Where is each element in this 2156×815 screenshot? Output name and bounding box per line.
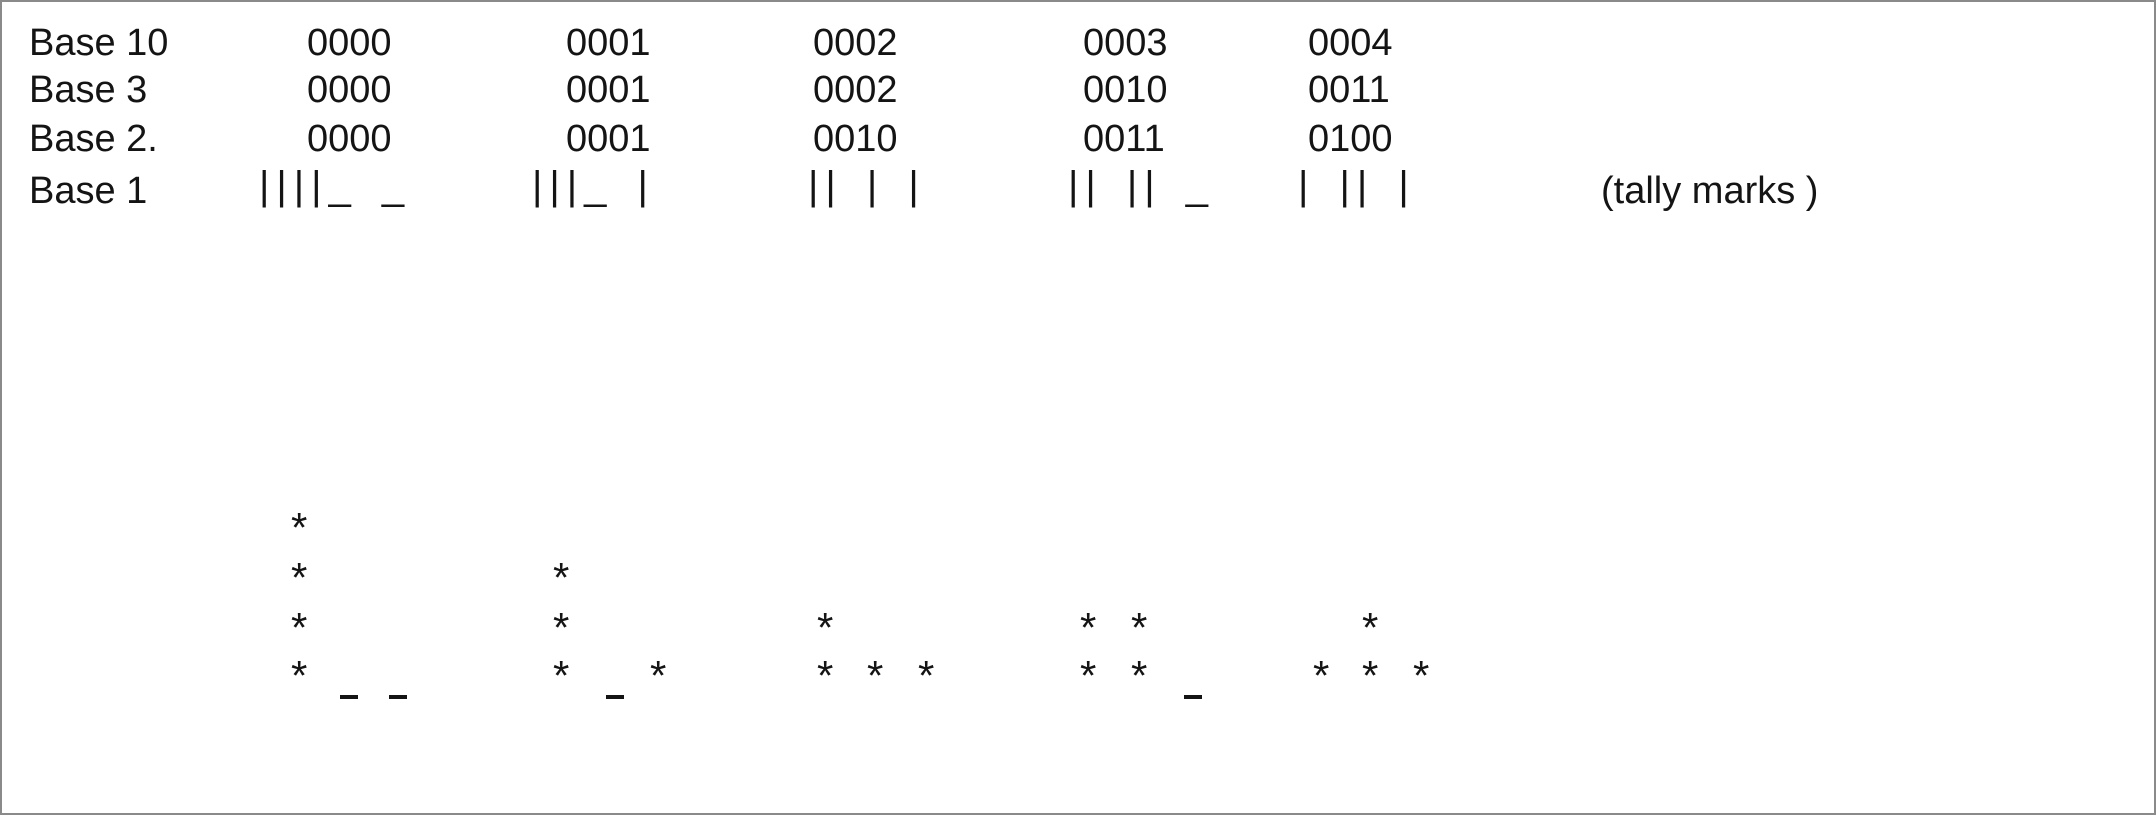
- row-label-base-3: Base 3: [29, 69, 148, 111]
- star-glyph: *: [918, 652, 935, 699]
- tally-cell-3: || || _: [1068, 164, 1216, 208]
- cell-base3-1: 0001: [566, 69, 651, 111]
- star-glyph: *: [291, 554, 308, 601]
- underscore-mark: [340, 695, 358, 699]
- cell-base3-0: 0000: [307, 69, 392, 111]
- cell-base10-0: 0000: [307, 22, 392, 64]
- cell-base3-2: 0002: [813, 69, 898, 111]
- cell-base10-4: 0004: [1308, 22, 1393, 64]
- tally-cell-1: |||_ |: [532, 164, 655, 208]
- star-glyph: *: [291, 604, 308, 651]
- cell-base3-4: 0011: [1308, 69, 1390, 111]
- underscore-mark: [389, 695, 407, 699]
- cell-base2-4: 0100: [1308, 118, 1393, 160]
- row-label-base-2: Base 2.: [29, 118, 158, 160]
- star-glyph: *: [650, 652, 667, 699]
- cell-base10-2: 0002: [813, 22, 898, 64]
- cell-base3-3: 0010: [1083, 69, 1168, 111]
- star-glyph: *: [867, 652, 884, 699]
- cell-base10-1: 0001: [566, 22, 651, 64]
- cell-base2-2: 0010: [813, 118, 898, 160]
- star-glyph: *: [1080, 652, 1097, 699]
- cell-base2-0: 0000: [307, 118, 392, 160]
- star-glyph: *: [291, 652, 308, 699]
- star-glyph: *: [1362, 652, 1379, 699]
- star-glyph: *: [1131, 604, 1148, 651]
- star-glyph: *: [291, 504, 308, 551]
- cell-base10-3: 0003: [1083, 22, 1168, 64]
- star-glyph: *: [553, 652, 570, 699]
- star-glyph: *: [817, 652, 834, 699]
- cell-base2-1: 0001: [566, 118, 651, 160]
- cell-base2-3: 0011: [1083, 118, 1165, 160]
- tally-cell-0: ||||_ _: [259, 164, 412, 208]
- row-label-base-10: Base 10: [29, 22, 169, 64]
- tally-marks-note: (tally marks ): [1601, 170, 1819, 212]
- star-glyph: *: [1131, 652, 1148, 699]
- tally-cell-2: || | |: [808, 164, 926, 208]
- underscore-mark: [1184, 695, 1202, 699]
- star-glyph: *: [1080, 604, 1097, 651]
- tally-cell-4: | || |: [1298, 164, 1416, 208]
- star-glyph: *: [1362, 604, 1379, 651]
- star-glyph: *: [817, 604, 834, 651]
- star-glyph: *: [553, 604, 570, 651]
- star-glyph: *: [553, 554, 570, 601]
- star-glyph: *: [1413, 652, 1430, 699]
- underscore-mark: [606, 695, 624, 699]
- row-label-base-1: Base 1: [29, 170, 148, 212]
- star-glyph: *: [1313, 652, 1330, 699]
